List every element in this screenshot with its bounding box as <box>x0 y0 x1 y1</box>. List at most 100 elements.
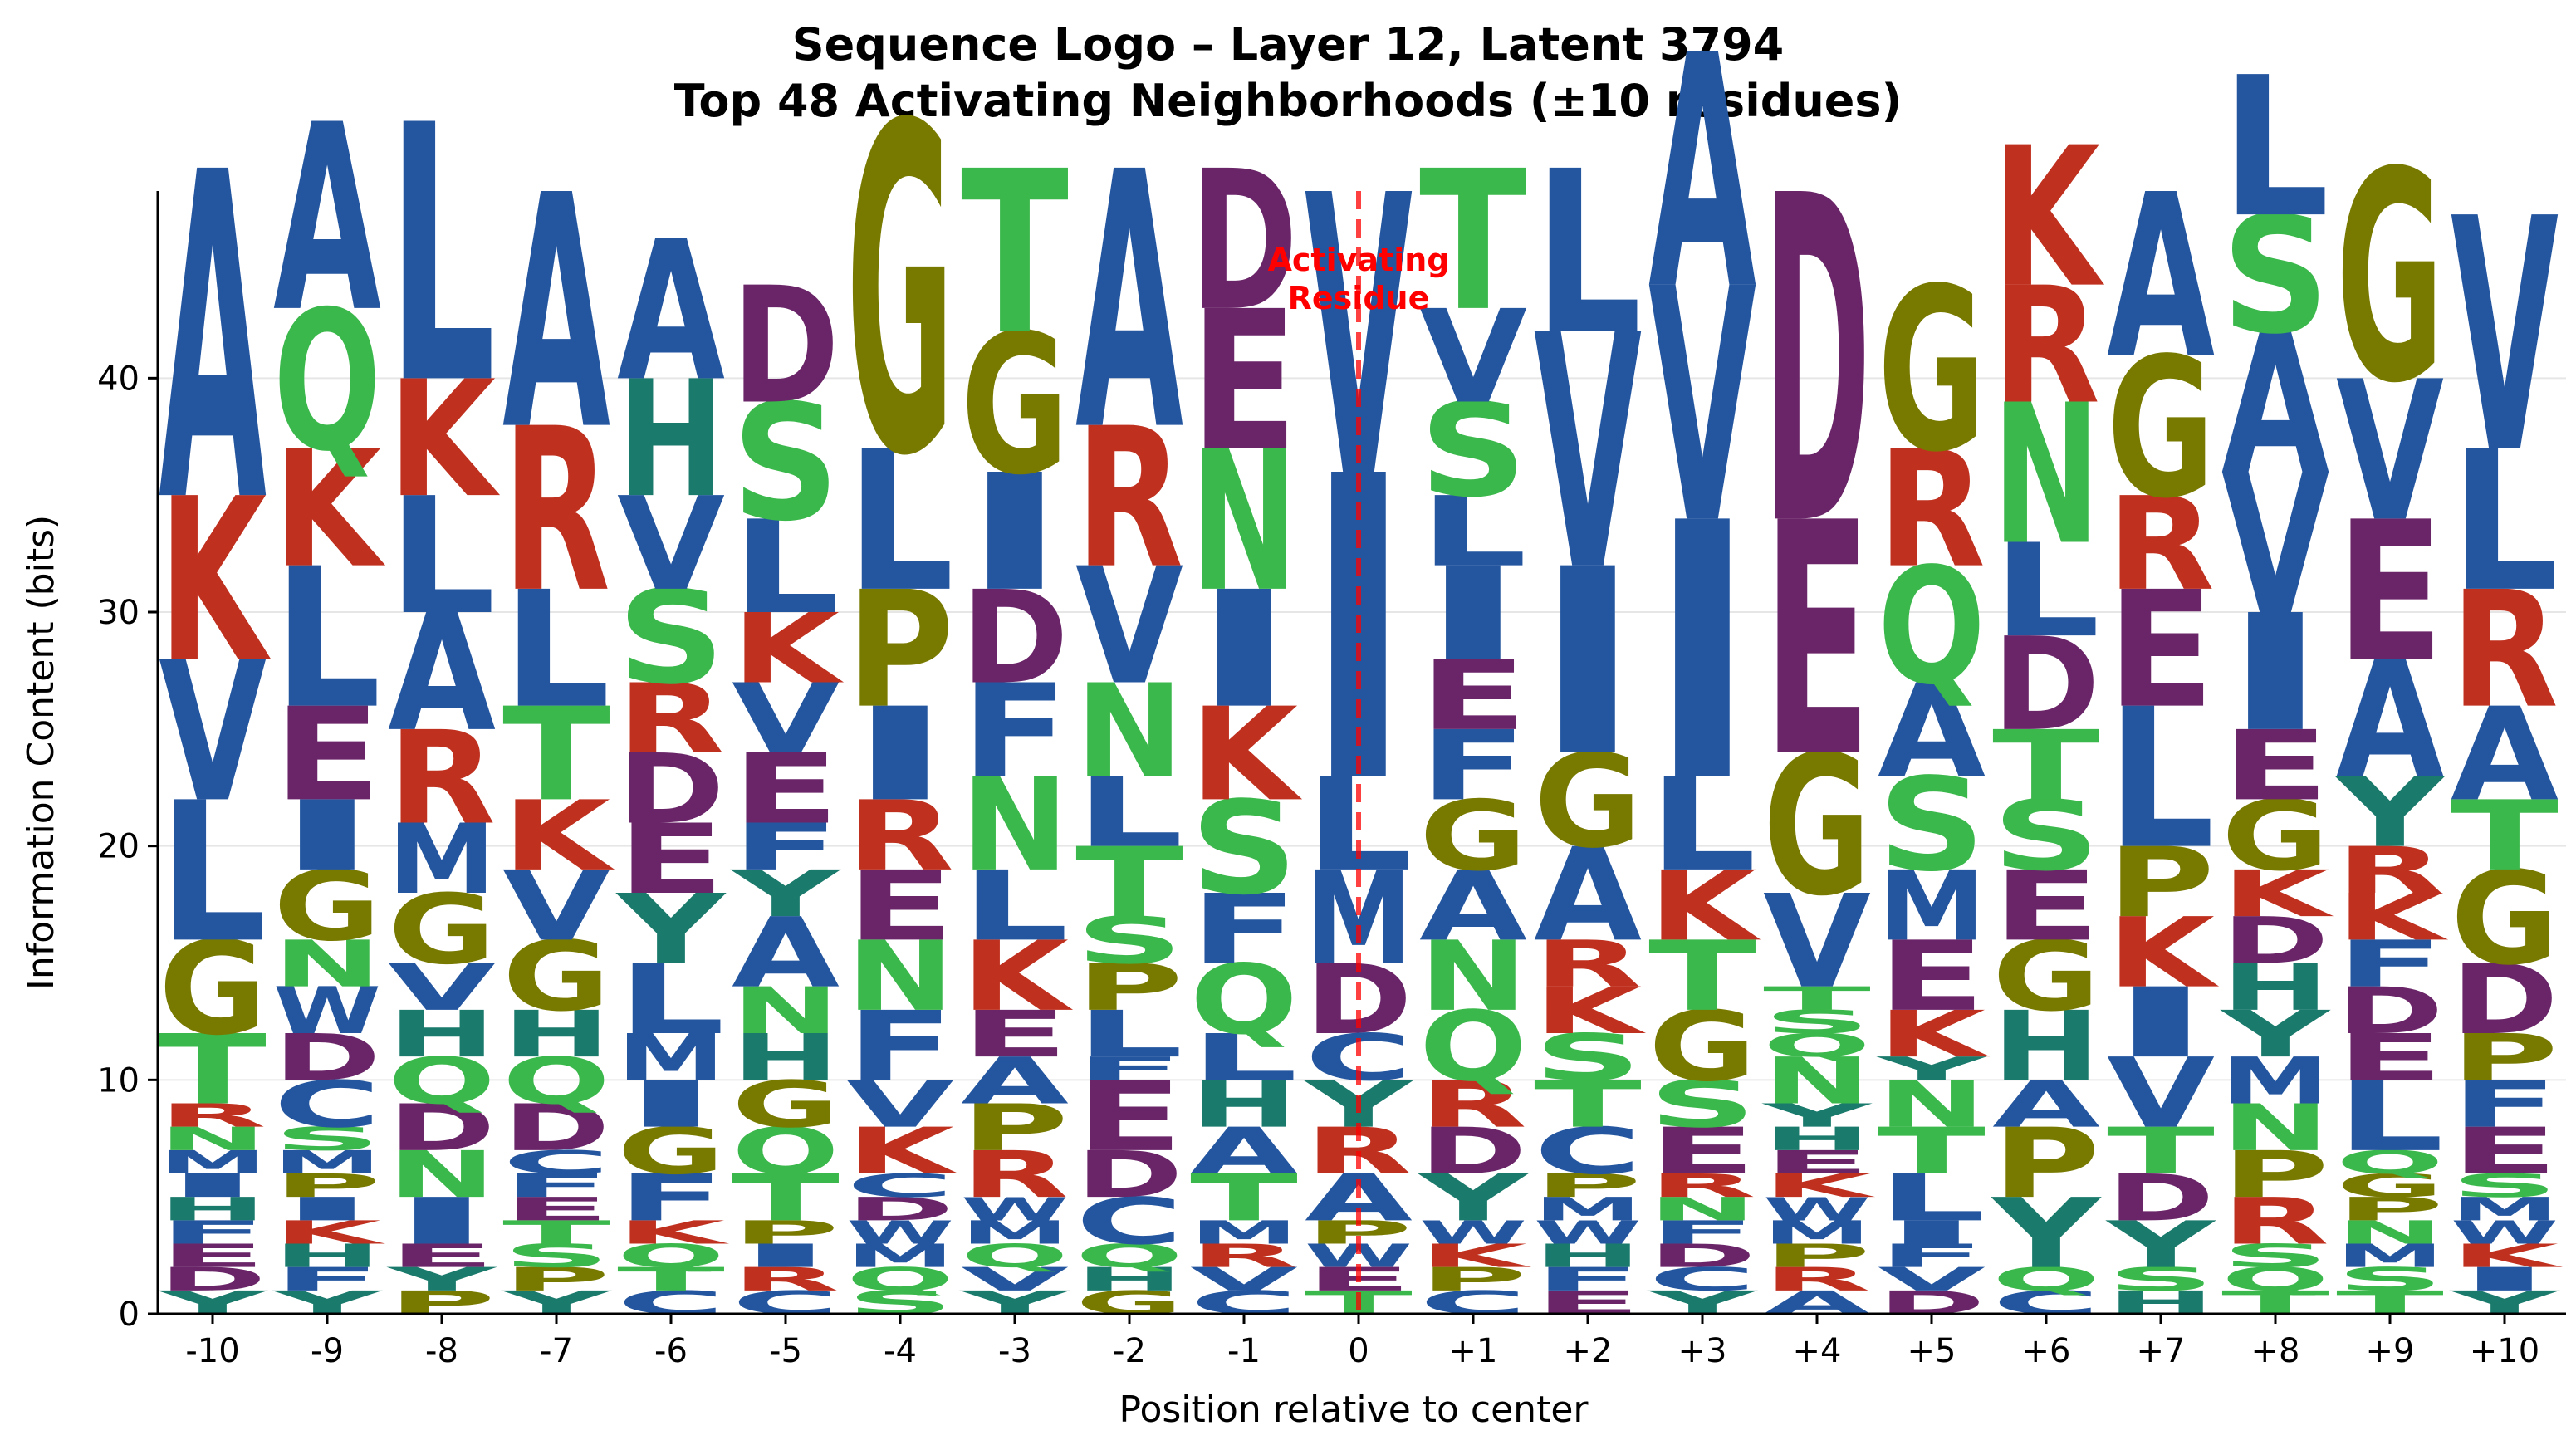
logo-letter-L: L <box>1075 757 1183 870</box>
logo-letter-F: F <box>1648 1214 1756 1252</box>
logo-letter-L: L <box>159 762 267 986</box>
y-tick-label: 40 <box>97 360 140 398</box>
logo-letter-Y: Y <box>729 857 841 932</box>
logo-letter-T: T <box>2107 1115 2215 1189</box>
logo-letter-E: E <box>388 1237 496 1275</box>
activating-residue-label: Activating <box>1268 242 1450 278</box>
logo-letter-A: A <box>1075 98 1184 509</box>
logo-letter-T: T <box>617 1261 725 1298</box>
logo-letter-I: I <box>273 780 381 892</box>
logo-letter-E: E <box>1992 851 2100 963</box>
logo-letter-P: P <box>2107 827 2215 939</box>
logo-letter-E: E <box>1419 640 1527 752</box>
logo-letter-A: A <box>2107 147 2215 409</box>
logo-letter-Q: Q <box>1763 1026 1871 1064</box>
logo-letter-V: V <box>1878 1261 1986 1298</box>
logo-letter-Q: Q <box>1419 991 1527 1103</box>
logo-letter-G: G <box>2451 844 2559 993</box>
logo-letter-F: F <box>1075 1051 1183 1088</box>
logo-letter-H: H <box>732 1021 840 1095</box>
logo-letter-N: N <box>1075 657 1183 807</box>
logo-letter-T: T <box>1534 1067 1642 1142</box>
activating-residue-label: Residue <box>1288 280 1430 316</box>
logo-letter-A: A <box>159 79 267 601</box>
logo-letter-L: L <box>1878 1161 1986 1236</box>
logo-letter-P: P <box>1075 951 1183 1026</box>
logo-letter-L: L <box>846 410 954 634</box>
logo-letter-L: L <box>1534 124 1642 385</box>
logo-letter-P: P <box>2451 1021 2559 1095</box>
logo-letter-L: L <box>2221 37 2329 261</box>
logo-letter-N: N <box>732 973 840 1048</box>
logo-letter-K: K <box>1648 850 1761 963</box>
x-tick-label: -7 <box>540 1332 573 1370</box>
logo-letter-H: H <box>502 997 610 1071</box>
logo-letter-N: N <box>1992 363 2100 587</box>
logo-letter-G: G <box>2221 780 2329 892</box>
logo-letter-S: S <box>2221 183 2329 370</box>
logo-letter-T: T <box>2451 781 2559 892</box>
logo-letter-A: A <box>1190 1114 1298 1188</box>
x-tick-label: -4 <box>884 1332 917 1370</box>
logo-letter-F: F <box>1534 1261 1642 1298</box>
logo-letter-N: N <box>1190 410 1298 634</box>
logo-letter-I: I <box>846 680 954 830</box>
x-tick-label: +10 <box>2470 1332 2539 1370</box>
logo-letter-K: K <box>2451 1237 2563 1275</box>
logo-letter-F: F <box>1190 874 1298 987</box>
logo-letter-E: E <box>1763 1144 1871 1182</box>
logo-letter-S: S <box>2107 1261 2215 1298</box>
logo-letter-A: A <box>2336 627 2444 814</box>
logo-letter-S: S <box>1763 1003 1871 1041</box>
logo-letter-P: P <box>1763 1237 1871 1275</box>
x-tick-label: -5 <box>769 1332 802 1370</box>
logo-letter-C: C <box>1648 1261 1756 1298</box>
logo-letter-S: S <box>1534 1021 1642 1095</box>
logo-letter-I: I <box>1878 1214 1986 1252</box>
logo-letter-K: K <box>1534 973 1647 1048</box>
logo-letter-S: S <box>1075 904 1183 978</box>
logo-letter-H: H <box>1075 1261 1183 1298</box>
x-tick-label: +8 <box>2251 1332 2300 1370</box>
logo-letter-R: R <box>2336 833 2444 908</box>
logo-letter-V: V <box>2451 151 2559 525</box>
x-tick-label: -2 <box>1113 1332 1146 1370</box>
logo-letter-C: C <box>1534 1115 1642 1189</box>
logo-letter-I: I <box>388 1184 496 1259</box>
logo-letter-V: V <box>846 1067 954 1142</box>
logo-letter-Q: Q <box>1992 1261 2100 1298</box>
logo-letter-K: K <box>273 416 385 603</box>
logo-letter-N: N <box>1419 921 1527 1032</box>
logo-letter-G: G <box>2336 1168 2444 1205</box>
logo-letter-G: G <box>1648 991 1756 1103</box>
logo-letter-T: T <box>1878 1115 1986 1189</box>
logo-letter-G: G <box>1878 241 1986 502</box>
logo-letter-Y: Y <box>1991 1178 2102 1290</box>
logo-letter-T: T <box>1075 828 1183 939</box>
logo-letter-D: D <box>2107 1161 2215 1236</box>
logo-letter-K: K <box>961 921 1074 1033</box>
logo-letter-V: V <box>159 620 267 845</box>
logo-letter-L: L <box>1075 997 1183 1072</box>
y-tick-label: 30 <box>97 594 140 632</box>
logo-letter-I: I <box>273 1190 381 1227</box>
logo-letter-S: S <box>273 1120 381 1158</box>
logo-letter-P: P <box>1534 1168 1642 1205</box>
logo-letter-R: R <box>1534 927 1642 1002</box>
logo-letter-P: P <box>1419 1261 1527 1298</box>
logo-letter-W: W <box>1763 1191 1871 1228</box>
logo-letter-T: T <box>159 1015 267 1126</box>
logo-letter-C: C <box>1075 1184 1183 1259</box>
logo-letter-D: D <box>502 1090 610 1165</box>
x-tick-label: +2 <box>1564 1332 1613 1370</box>
logo-letter-Q: Q <box>846 1261 954 1298</box>
logo-letter-M: M <box>273 1144 381 1181</box>
logo-letter-Y: Y <box>1761 1097 1873 1134</box>
logo-letter-R: R <box>617 664 725 776</box>
logo-letter-L: L <box>2336 1061 2444 1173</box>
logo-letter-G: G <box>273 850 381 963</box>
logo-letter-P: P <box>1992 1108 2100 1220</box>
logo-letter-V: V <box>2221 434 2329 658</box>
logo-letter-F: F <box>2451 1067 2559 1142</box>
